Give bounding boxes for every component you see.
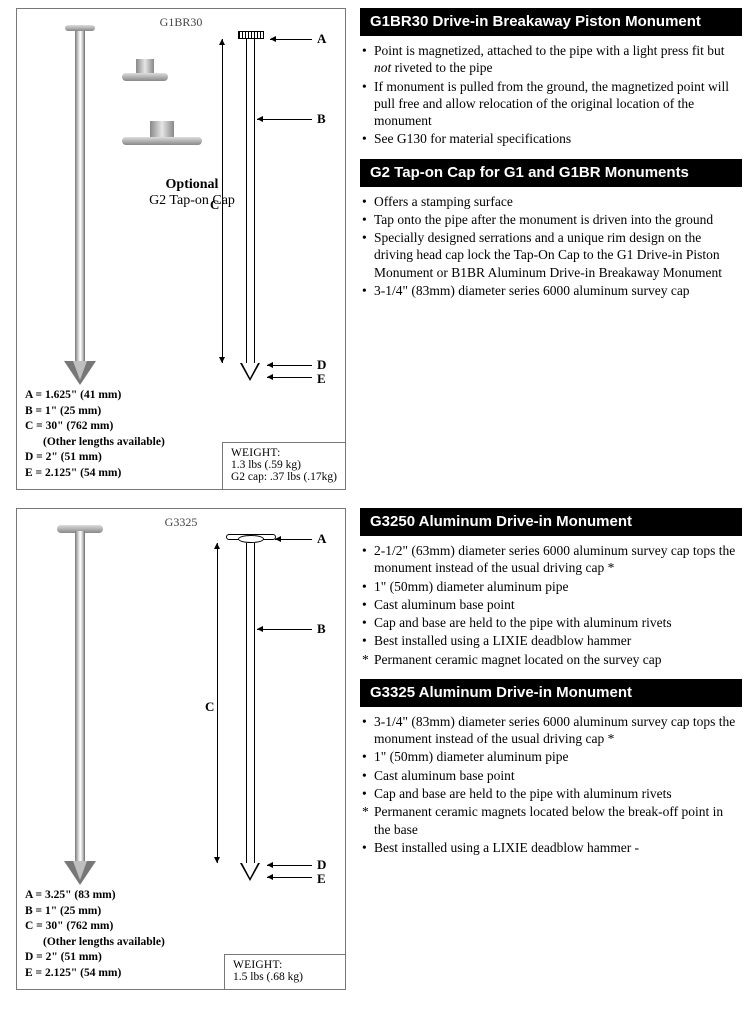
bullet-list: 2-1/2" (63mm) diameter series 6000 alumi… xyxy=(360,542,742,679)
dim-E xyxy=(267,877,312,878)
section-header: G1BR30 Drive-in Breakaway Piston Monumen… xyxy=(360,8,742,36)
bullet-item: Best installed using a LIXIE deadblow ha… xyxy=(362,632,740,649)
bullet-item: If monument is pulled from the ground, t… xyxy=(362,78,740,130)
dim-A-label: A xyxy=(317,531,326,547)
dim-E-label: E xyxy=(317,371,326,387)
dim-C-line xyxy=(217,543,218,863)
dim-B xyxy=(257,629,312,630)
weight-box: WEIGHT: 1.5 lbs (.68 kg) xyxy=(224,954,346,990)
figure-body: G1BR30 Optional G2 Tap-on Cap xyxy=(17,9,345,384)
figure-g3325: G3325 A B C D E A = 3.25" xyxy=(16,508,346,990)
dim-row: C = 30" (762 mm) xyxy=(25,419,337,435)
render-point-highlight xyxy=(73,361,87,380)
dim-row: C = 30" (762 mm) xyxy=(25,919,337,935)
dim-B-label: B xyxy=(317,621,326,637)
render-pipe xyxy=(75,531,85,861)
dim-C-label: C xyxy=(205,699,214,715)
dim-D xyxy=(267,865,312,866)
weight-box: WEIGHT: 1.3 lbs (.59 kg) G2 cap: .37 lbs… xyxy=(222,442,346,490)
bullet-item: 3-1/4" (83mm) diameter series 6000 alumi… xyxy=(362,282,740,299)
bullet-list: 3-1/4" (83mm) diameter series 6000 alumi… xyxy=(360,713,742,867)
figure-body: G3325 A B C D E xyxy=(17,509,345,884)
section-header: G3250 Aluminum Drive-in Monument xyxy=(360,508,742,536)
weight-title: WEIGHT: xyxy=(231,447,337,459)
bullet-list: Offers a stamping surfaceTap onto the pi… xyxy=(360,193,742,311)
dim-B-label: B xyxy=(317,111,326,127)
dim-E xyxy=(267,377,312,378)
dim-A xyxy=(270,39,312,40)
bullet-item: Cap and base are held to the pipe with a… xyxy=(362,785,740,802)
optional-cap-bottom xyxy=(122,117,202,159)
bullet-item: 1" (50mm) diameter aluminum pipe xyxy=(362,578,740,595)
bullet-item: Tap onto the pipe after the monument is … xyxy=(362,211,740,228)
dim-row: A = 3.25" (83 mm) xyxy=(25,888,337,904)
descriptions-bottom: G3250 Aluminum Drive-in Monument 2-1/2" … xyxy=(360,508,742,990)
schematic xyxy=(232,531,332,883)
bullet-item: Cap and base are held to the pipe with a… xyxy=(362,614,740,631)
figure-g1br30: G1BR30 Optional G2 Tap-on Cap xyxy=(16,8,346,490)
section-header: G3325 Aluminum Drive-in Monument xyxy=(360,679,742,707)
weight-line: 1.3 lbs (.59 kg) xyxy=(231,459,337,471)
bullet-item: See G130 for material specifications xyxy=(362,130,740,147)
optional-cap-top xyxy=(122,57,168,99)
render-point-highlight xyxy=(73,861,87,880)
bullet-item: Specially designed serrations and a uniq… xyxy=(362,229,740,281)
bullet-item: 1" (50mm) diameter aluminum pipe xyxy=(362,748,740,765)
dim-row: A = 1.625" (41 mm) xyxy=(25,388,337,404)
optional-caption-bold: Optional xyxy=(166,177,219,192)
figure-label: G3325 xyxy=(165,515,198,530)
section-header: G2 Tap-on Cap for G1 and G1BR Monuments xyxy=(360,159,742,187)
descriptions-top: G1BR30 Drive-in Breakaway Piston Monumen… xyxy=(360,8,742,490)
bullet-item: 2-1/2" (63mm) diameter series 6000 alumi… xyxy=(362,542,740,577)
schematic xyxy=(232,31,332,383)
dim-row: B = 1" (25 mm) xyxy=(25,404,337,420)
bullet-item: 3-1/4" (83mm) diameter series 6000 alumi… xyxy=(362,713,740,748)
figure-label: G1BR30 xyxy=(160,15,203,30)
dim-C-label: C xyxy=(210,197,219,213)
bullet-item: Best installed using a LIXIE deadblow ha… xyxy=(362,839,740,856)
dim-A xyxy=(275,539,312,540)
dim-E-label: E xyxy=(317,871,326,887)
bullet-item: Cast aluminum base point xyxy=(362,767,740,784)
bullet-item: Cast aluminum base point xyxy=(362,596,740,613)
dim-D xyxy=(267,365,312,366)
bullet-list: Point is magnetized, attached to the pip… xyxy=(360,42,742,159)
weight-line: 1.5 lbs (.68 kg) xyxy=(233,971,337,983)
bullet-item: Point is magnetized, attached to the pip… xyxy=(362,42,740,77)
weight-line: G2 cap: .37 lbs (.17kg) xyxy=(231,471,337,483)
dim-row: B = 1" (25 mm) xyxy=(25,904,337,920)
weight-title: WEIGHT: xyxy=(233,959,337,971)
dim-C-line xyxy=(222,39,223,363)
dim-B xyxy=(257,119,312,120)
bullet-item-star: Permanent ceramic magnets located below … xyxy=(362,803,740,838)
render-pipe xyxy=(75,31,85,361)
dim-A-label: A xyxy=(317,31,326,47)
dim-row-note: (Other lengths available) xyxy=(25,935,337,951)
row-g3325: G3325 A B C D E A = 3.25" xyxy=(16,508,742,990)
row-g1br30: G1BR30 Optional G2 Tap-on Cap xyxy=(16,8,742,490)
bullet-item: Offers a stamping surface xyxy=(362,193,740,210)
bullet-item-star: Permanent ceramic magnet located on the … xyxy=(362,651,740,668)
